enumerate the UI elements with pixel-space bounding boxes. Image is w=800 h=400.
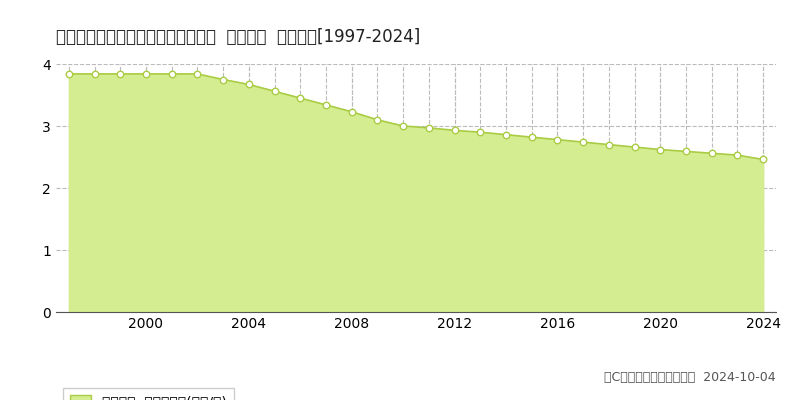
Point — [654, 146, 666, 153]
Point — [268, 88, 281, 94]
Point — [706, 150, 718, 156]
Point — [294, 95, 306, 101]
Point — [319, 102, 332, 108]
Point — [731, 152, 744, 158]
Point — [602, 141, 615, 148]
Point — [242, 81, 255, 88]
Point — [139, 71, 152, 77]
Point — [551, 136, 564, 143]
Point — [371, 116, 384, 123]
Legend: 基準地価  平均坪単価(万円/坪): 基準地価 平均坪単価(万円/坪) — [63, 388, 234, 400]
Point — [448, 127, 461, 134]
Point — [217, 76, 230, 83]
Point — [422, 125, 435, 131]
Point — [166, 71, 178, 77]
Point — [191, 71, 204, 77]
Point — [474, 129, 486, 136]
Point — [499, 132, 512, 138]
Point — [526, 134, 538, 140]
Point — [346, 108, 358, 115]
Point — [62, 71, 75, 77]
Point — [679, 148, 692, 155]
Point — [114, 71, 126, 77]
Text: （C）土地価格ドットコム  2024-10-04: （C）土地価格ドットコム 2024-10-04 — [604, 371, 776, 384]
Point — [577, 139, 590, 145]
Point — [757, 156, 770, 163]
Point — [88, 71, 101, 77]
Text: 北海道中川郡本別町柏木町４７番２  基準地価  地価推移[1997-2024]: 北海道中川郡本別町柏木町４７番２ 基準地価 地価推移[1997-2024] — [56, 28, 420, 46]
Point — [628, 144, 641, 150]
Point — [397, 123, 410, 129]
